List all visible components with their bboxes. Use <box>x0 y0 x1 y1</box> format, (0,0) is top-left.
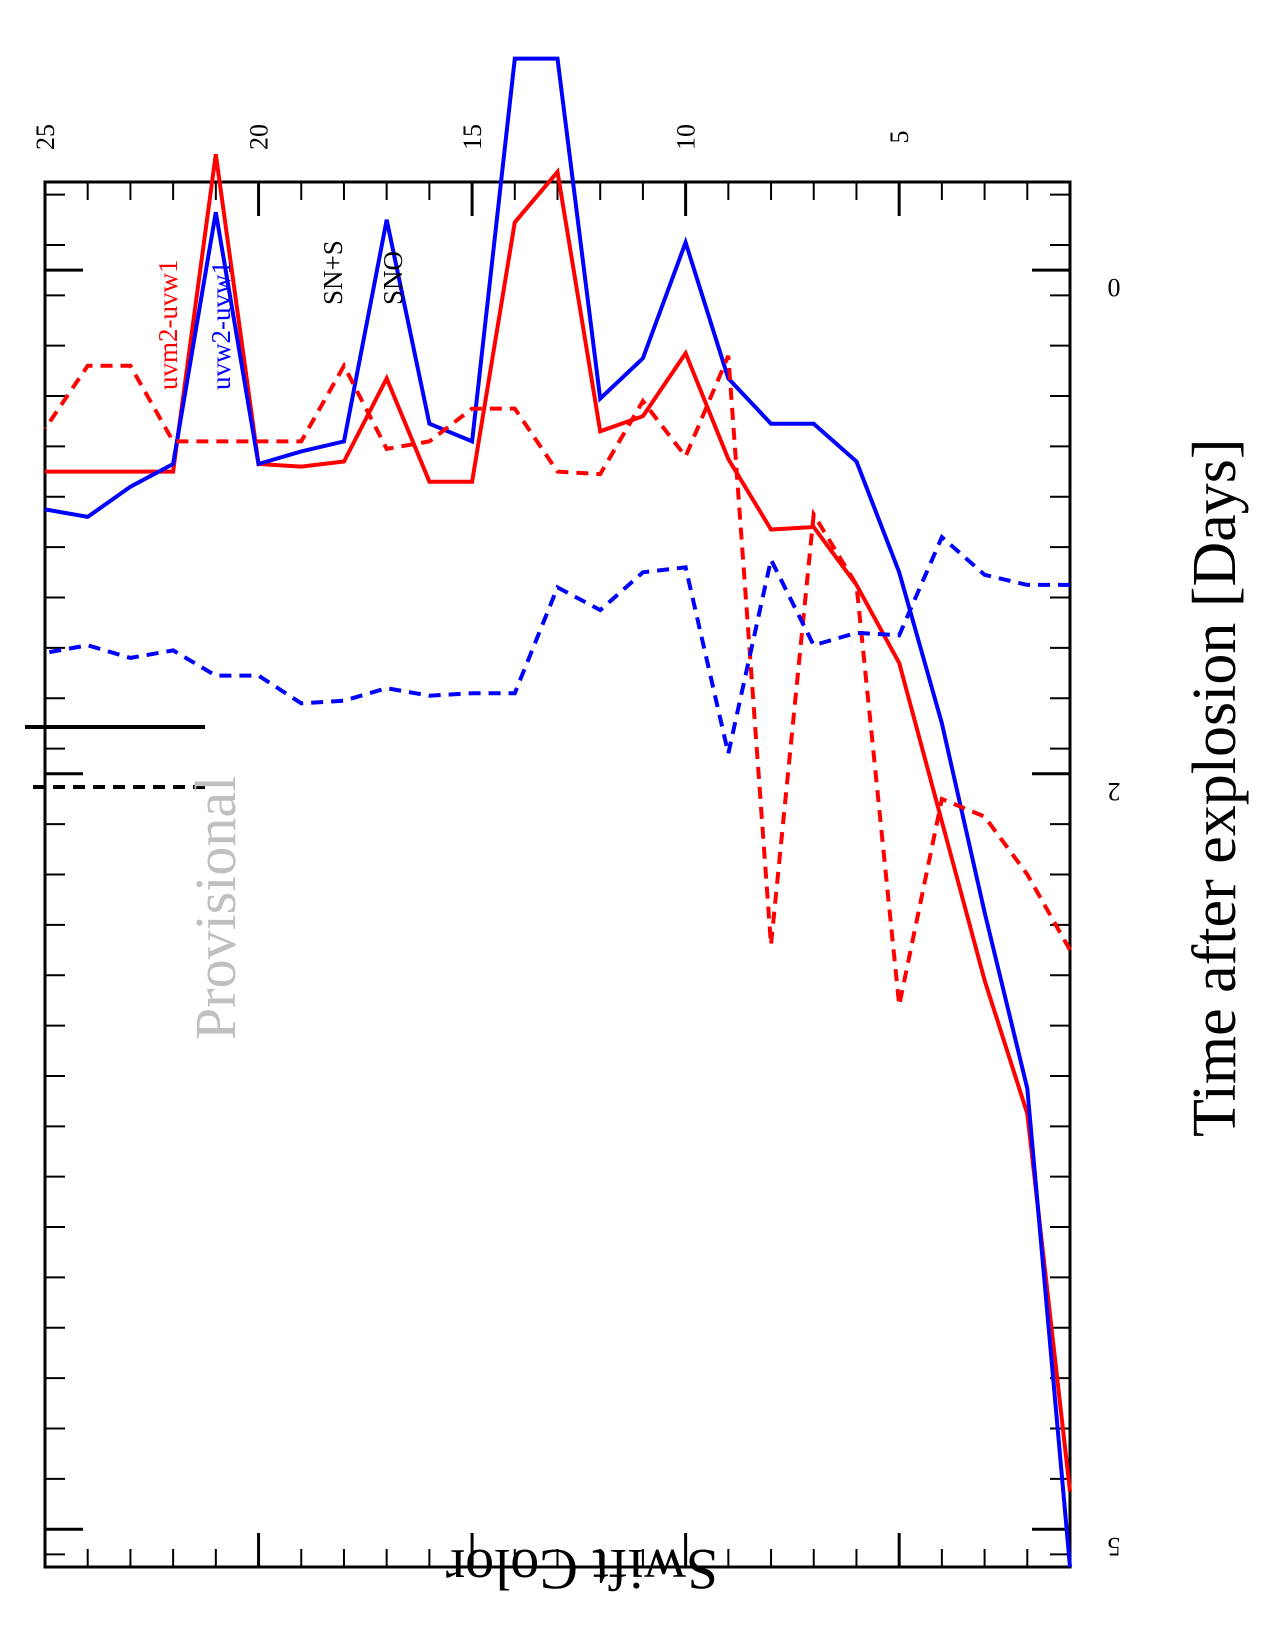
y-tick-label: 5 <box>1108 1532 1121 1561</box>
watermark-text: Provisional <box>183 776 248 1040</box>
x-tick-label: 20 <box>245 124 274 150</box>
legend-label: SN+S <box>318 240 348 305</box>
legend: uvm2-uvw1 uvw2-uvw1 SN+S SNO <box>25 240 408 789</box>
axis-ticks <box>45 182 1070 1567</box>
legend-label: uvw2-uvw1 <box>206 261 236 390</box>
y-tick-label: 2 <box>1108 777 1121 806</box>
series-layer <box>43 56 1072 1568</box>
series-line-2 <box>44 56 1072 1568</box>
series-line-3 <box>43 355 1072 1006</box>
x-tick-label: 5 <box>885 131 914 144</box>
x-tick-label: 10 <box>672 124 701 150</box>
x-axis-label: Time after explosion [Days] <box>1181 438 1249 1137</box>
y-axis-label: Swift Color <box>446 1537 718 1602</box>
x-tick-label: 25 <box>31 124 60 150</box>
legend-label: SNO <box>378 251 408 305</box>
legend-label: uvm2-uvw1 <box>153 260 183 391</box>
x-tick-label: 15 <box>458 124 487 150</box>
series-line-1 <box>45 154 1072 1492</box>
series-line-4 <box>44 533 1070 755</box>
y-tick-label: 0 <box>1108 273 1121 302</box>
